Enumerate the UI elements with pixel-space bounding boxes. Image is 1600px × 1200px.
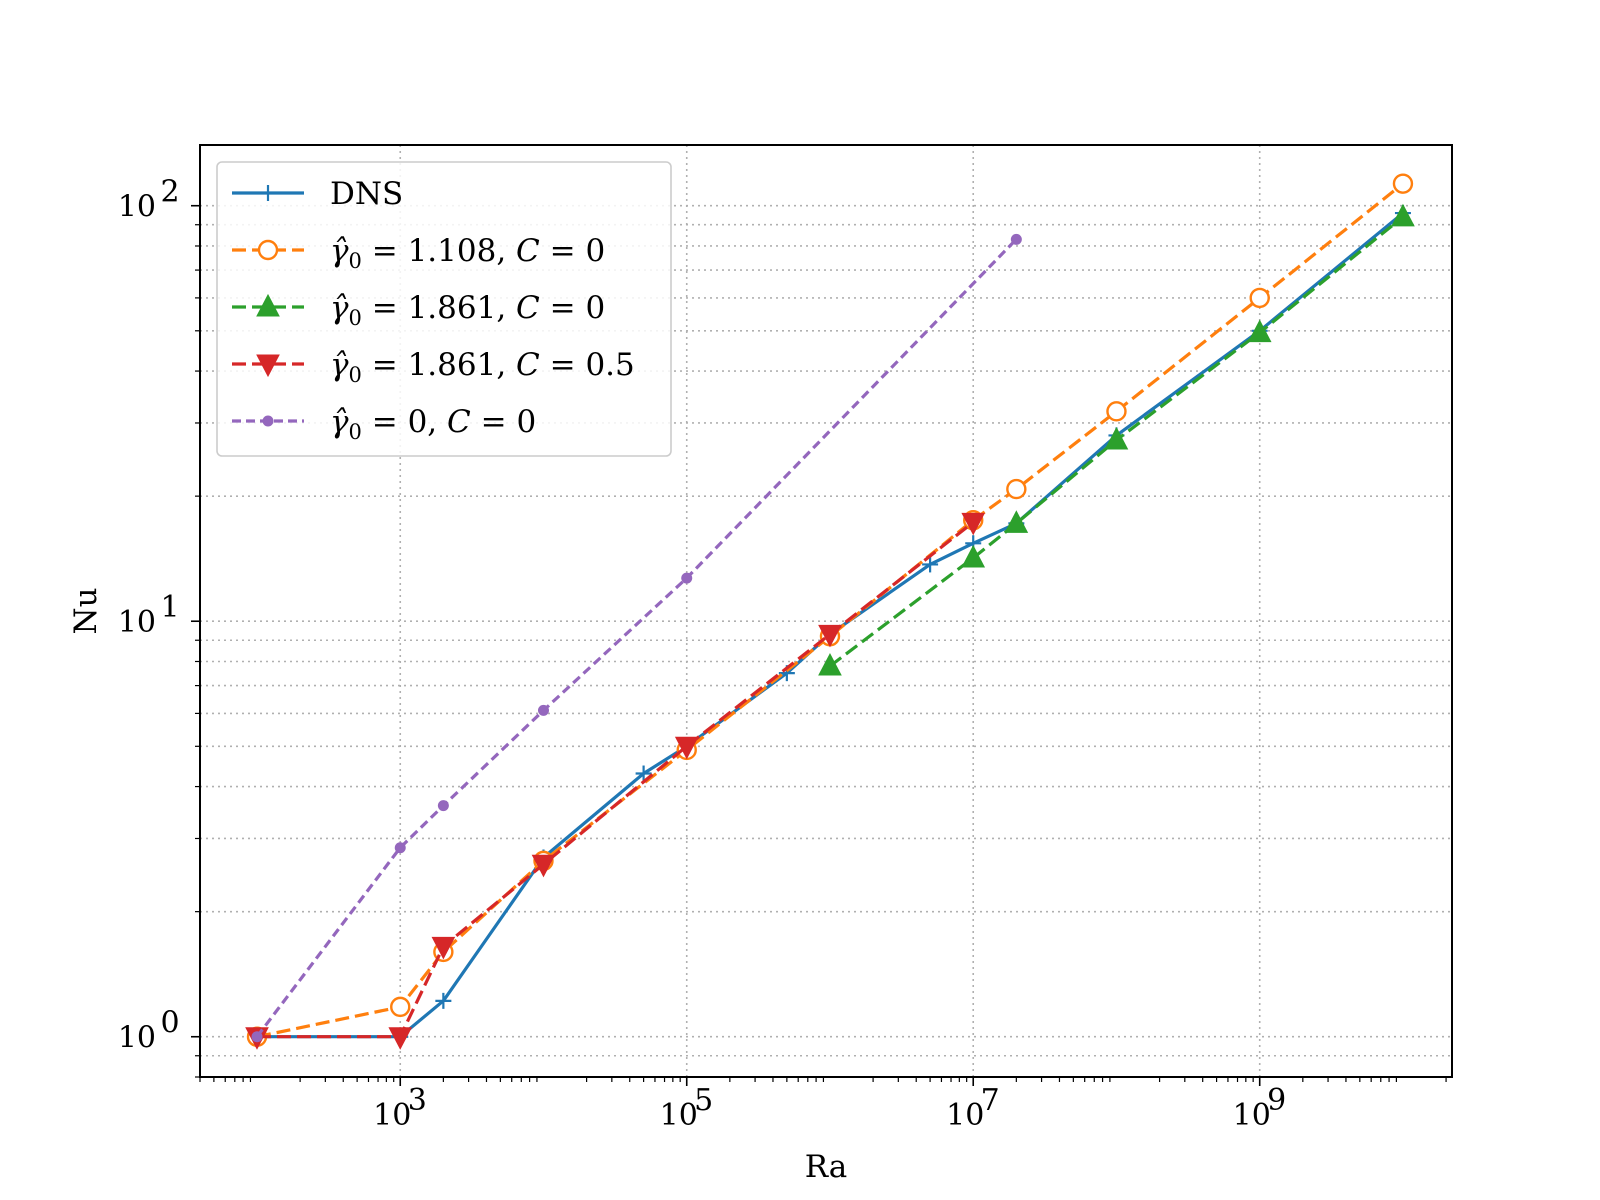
- series-line: [256, 182, 1404, 1039]
- series-4: [251, 233, 1022, 1043]
- data-point: [394, 842, 406, 854]
- y-tick-exponent: 2: [160, 175, 179, 210]
- data-point: [635, 765, 652, 782]
- data-point: [1006, 478, 1027, 500]
- y-tick-label: 10: [118, 605, 156, 640]
- data-point: [681, 572, 693, 584]
- x-tick-exponent: 5: [694, 1083, 713, 1118]
- data-point: [388, 1027, 413, 1050]
- data-point: [1106, 401, 1127, 422]
- data-point: [1010, 233, 1022, 245]
- legend-label: DNS: [330, 176, 403, 212]
- data-point: [1247, 319, 1272, 343]
- x-tick-label: 10: [946, 1098, 984, 1133]
- legend-marker: [256, 293, 280, 317]
- data-point: [251, 1031, 263, 1043]
- series-3: [245, 512, 986, 1050]
- legend-label: γ̂0 = 1.861, C = 0.5: [330, 347, 635, 387]
- x-tick-label: 10: [660, 1098, 698, 1133]
- y-tick-label: 10: [118, 190, 156, 225]
- x-tick-exponent: 3: [408, 1083, 427, 1118]
- plot-series: [245, 173, 1415, 1050]
- series-line: [257, 521, 975, 1039]
- legend-marker: [256, 354, 280, 378]
- legend-label: γ̂0 = 0, C = 0: [330, 404, 536, 444]
- legend-entry-4: γ̂0 = 0, C = 0: [232, 404, 536, 444]
- data-point: [437, 800, 449, 812]
- data-point: [1392, 173, 1414, 194]
- legend-marker: [257, 239, 279, 261]
- y-axis-label: Nu: [68, 587, 104, 634]
- series-line: [255, 238, 1018, 1038]
- y-tick-exponent: 1: [160, 590, 179, 625]
- y-tick-label: 10: [118, 1021, 156, 1056]
- legend-marker: [262, 415, 274, 427]
- legend-entry-1: γ̂0 = 1.108, C = 0: [232, 233, 605, 273]
- x-tick-exponent: 7: [981, 1083, 1000, 1118]
- legend: DNS γ̂0 = 1.108, C = 0 γ̂0 = 1.861, C = 0 γ…: [216, 161, 672, 457]
- data-point: [431, 936, 456, 960]
- data-point: [531, 854, 556, 878]
- data-point: [435, 992, 452, 1009]
- x-tick-exponent: 9: [1267, 1083, 1286, 1118]
- data-point: [1249, 287, 1270, 309]
- data-point: [922, 556, 939, 573]
- legend-entry-0: DNS: [232, 176, 403, 212]
- legend-label: γ̂0 = 1.861, C = 0: [330, 290, 605, 330]
- data-point: [961, 512, 986, 536]
- data-point: [390, 996, 411, 1018]
- legend-marker: [260, 185, 276, 201]
- series-2: [818, 203, 1415, 676]
- data-point: [818, 624, 842, 648]
- x-tick-label: 10: [1233, 1098, 1271, 1133]
- x-tick-label: 10: [373, 1098, 411, 1133]
- data-point: [818, 652, 842, 676]
- legend-entry-3: γ̂0 = 1.861, C = 0.5: [232, 347, 635, 387]
- legend-box: [216, 161, 672, 457]
- series-line: [829, 215, 1405, 668]
- y-tick-exponent: 0: [160, 1006, 179, 1041]
- data-point: [537, 704, 549, 716]
- data-point: [1104, 426, 1129, 450]
- data-point: [1391, 203, 1415, 227]
- x-axis-label: Ra: [805, 1149, 848, 1185]
- data-point: [674, 736, 699, 760]
- legend-entry-2: γ̂0 = 1.861, C = 0: [232, 290, 605, 330]
- plot-frame: [199, 144, 1453, 1078]
- legend-label: γ̂0 = 1.108, C = 0: [330, 233, 605, 273]
- data-point: [961, 544, 986, 568]
- data-point: [1004, 510, 1029, 533]
